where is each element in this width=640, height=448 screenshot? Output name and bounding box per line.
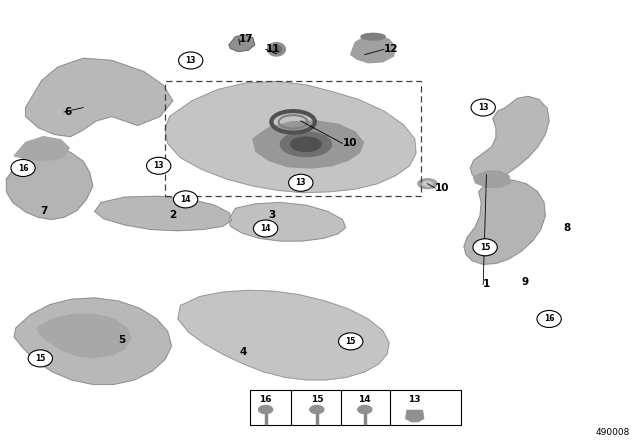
- Text: 10: 10: [435, 183, 450, 193]
- Text: 3: 3: [269, 210, 276, 220]
- Text: 15: 15: [480, 243, 490, 252]
- Circle shape: [289, 174, 313, 191]
- Circle shape: [179, 52, 203, 69]
- Circle shape: [253, 220, 278, 237]
- Polygon shape: [406, 410, 424, 422]
- Text: 13: 13: [296, 178, 306, 187]
- Text: 8: 8: [563, 224, 570, 233]
- Text: 16: 16: [259, 395, 272, 404]
- Text: 12: 12: [384, 44, 399, 54]
- Text: 14: 14: [180, 195, 191, 204]
- Ellipse shape: [271, 45, 282, 53]
- Circle shape: [537, 310, 561, 327]
- Polygon shape: [229, 35, 255, 52]
- Text: 13: 13: [186, 56, 196, 65]
- Polygon shape: [178, 290, 389, 380]
- Ellipse shape: [358, 405, 372, 414]
- Ellipse shape: [291, 137, 321, 151]
- Text: 11: 11: [266, 44, 280, 54]
- Polygon shape: [229, 202, 346, 241]
- Ellipse shape: [310, 405, 324, 414]
- Text: 17: 17: [239, 34, 253, 44]
- Bar: [165, 81, 421, 196]
- Text: 16: 16: [544, 314, 554, 323]
- Bar: [250, 390, 461, 425]
- Polygon shape: [26, 58, 173, 137]
- Text: 490008: 490008: [596, 428, 630, 437]
- Text: 2: 2: [170, 210, 177, 220]
- Circle shape: [173, 191, 198, 208]
- Text: 5: 5: [118, 336, 125, 345]
- Circle shape: [147, 157, 171, 174]
- Polygon shape: [351, 36, 396, 63]
- Text: 14: 14: [260, 224, 271, 233]
- Circle shape: [28, 350, 52, 367]
- Text: 9: 9: [522, 277, 529, 287]
- Text: 16: 16: [18, 164, 28, 172]
- Circle shape: [471, 99, 495, 116]
- Ellipse shape: [361, 34, 385, 40]
- Polygon shape: [14, 137, 69, 160]
- Text: 15: 15: [310, 395, 323, 404]
- Ellipse shape: [423, 181, 433, 186]
- Text: 15: 15: [35, 354, 45, 363]
- Polygon shape: [6, 147, 93, 220]
- Ellipse shape: [268, 43, 285, 56]
- Polygon shape: [165, 82, 416, 193]
- Ellipse shape: [280, 132, 332, 157]
- Polygon shape: [37, 314, 131, 358]
- Polygon shape: [464, 180, 545, 264]
- Text: 4: 4: [240, 347, 248, 357]
- Circle shape: [11, 159, 35, 177]
- Polygon shape: [253, 121, 364, 168]
- Polygon shape: [470, 96, 549, 180]
- Circle shape: [339, 333, 363, 350]
- Ellipse shape: [259, 405, 273, 414]
- Polygon shape: [14, 298, 172, 384]
- Text: 7: 7: [40, 206, 48, 215]
- Polygon shape: [95, 196, 232, 231]
- Text: 14: 14: [358, 395, 371, 404]
- Text: 1: 1: [483, 280, 490, 289]
- Text: 6: 6: [64, 107, 71, 117]
- Text: 13: 13: [154, 161, 164, 170]
- Text: 15: 15: [346, 337, 356, 346]
- Text: 13: 13: [478, 103, 488, 112]
- Circle shape: [473, 239, 497, 256]
- Ellipse shape: [418, 179, 437, 189]
- Text: 13: 13: [408, 395, 421, 404]
- Polygon shape: [474, 171, 511, 187]
- Text: 10: 10: [342, 138, 357, 148]
